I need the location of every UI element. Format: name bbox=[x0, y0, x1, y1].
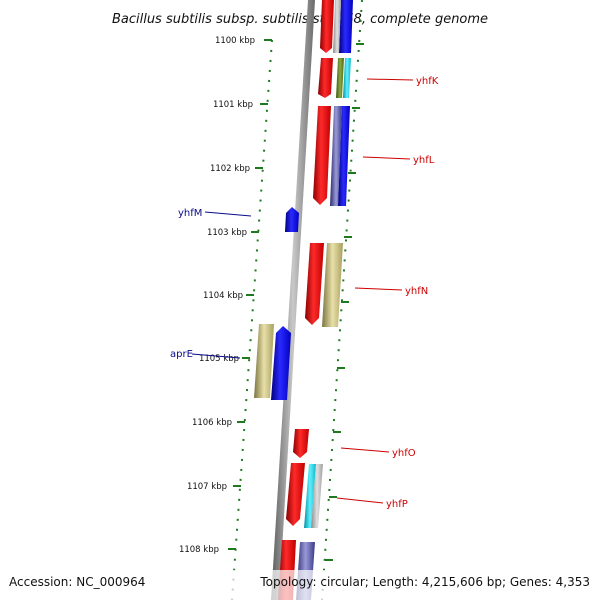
cds-forward[interactable] bbox=[313, 106, 331, 205]
cds-grey[interactable] bbox=[333, 0, 341, 53]
cds-forward[interactable] bbox=[286, 463, 305, 526]
cds-cyan[interactable] bbox=[343, 58, 351, 98]
cds-forward[interactable] bbox=[293, 429, 309, 458]
gene-label-aprE[interactable]: aprE bbox=[170, 349, 193, 360]
cds-green-olive[interactable] bbox=[336, 58, 344, 98]
cds-forward[interactable] bbox=[320, 0, 334, 53]
scale-label: 1107 kbp bbox=[187, 482, 227, 492]
cds-reverse-dark[interactable] bbox=[338, 106, 350, 206]
scale-label: 1108 kbp bbox=[179, 545, 219, 555]
scale-labels: 1100 kbp 1101 kbp 1102 kbp 1103 kbp 1104… bbox=[179, 36, 255, 555]
inner-ticks bbox=[325, 43, 364, 561]
cds-forward[interactable] bbox=[305, 243, 324, 325]
cds-reverse[interactable] bbox=[285, 207, 299, 232]
gene-label-yhfK[interactable]: yhfK bbox=[416, 76, 439, 87]
genome-backbone-band bbox=[271, 0, 315, 600]
gene-label-yhfO[interactable]: yhfO bbox=[392, 448, 416, 459]
leader-lines bbox=[191, 78, 414, 504]
footer-background bbox=[0, 570, 600, 600]
scale-label: 1106 kbp bbox=[192, 418, 232, 428]
gene-label-yhfN[interactable]: yhfN bbox=[405, 286, 428, 297]
gene-label-yhfL[interactable]: yhfL bbox=[413, 155, 435, 166]
cds-forward[interactable] bbox=[318, 58, 333, 98]
genome-summary-text: Topology: circular; Length: 4,215,606 bp… bbox=[259, 575, 590, 589]
cds-olive[interactable] bbox=[322, 243, 343, 327]
gene-label-yhfP[interactable]: yhfP bbox=[386, 499, 408, 510]
gene-label-yhfM[interactable]: yhfM bbox=[178, 208, 202, 219]
scale-dotted-line bbox=[231, 39, 273, 600]
scale-label: 1104 kbp bbox=[203, 291, 243, 301]
scale-label: 1102 kbp bbox=[210, 164, 250, 174]
accession-text: Accession: NC_000964 bbox=[9, 575, 145, 589]
cds-olive[interactable] bbox=[254, 324, 274, 398]
cds-grey[interactable] bbox=[311, 464, 323, 528]
scale-label: 1101 kbp bbox=[213, 100, 253, 110]
scale-ticks bbox=[228, 39, 272, 550]
inner-dotted-line bbox=[321, 0, 363, 600]
cds-cyan[interactable] bbox=[304, 464, 316, 528]
cds-reverse[interactable] bbox=[271, 326, 291, 400]
scale-label: 1100 kbp bbox=[215, 36, 255, 46]
map-title: Bacillus subtilis subsp. subtilis str. 1… bbox=[112, 12, 488, 27]
cds-reverse[interactable] bbox=[339, 0, 353, 53]
scale-label: 1105 kbp bbox=[199, 354, 239, 364]
scale-label: 1103 kbp bbox=[207, 228, 247, 238]
